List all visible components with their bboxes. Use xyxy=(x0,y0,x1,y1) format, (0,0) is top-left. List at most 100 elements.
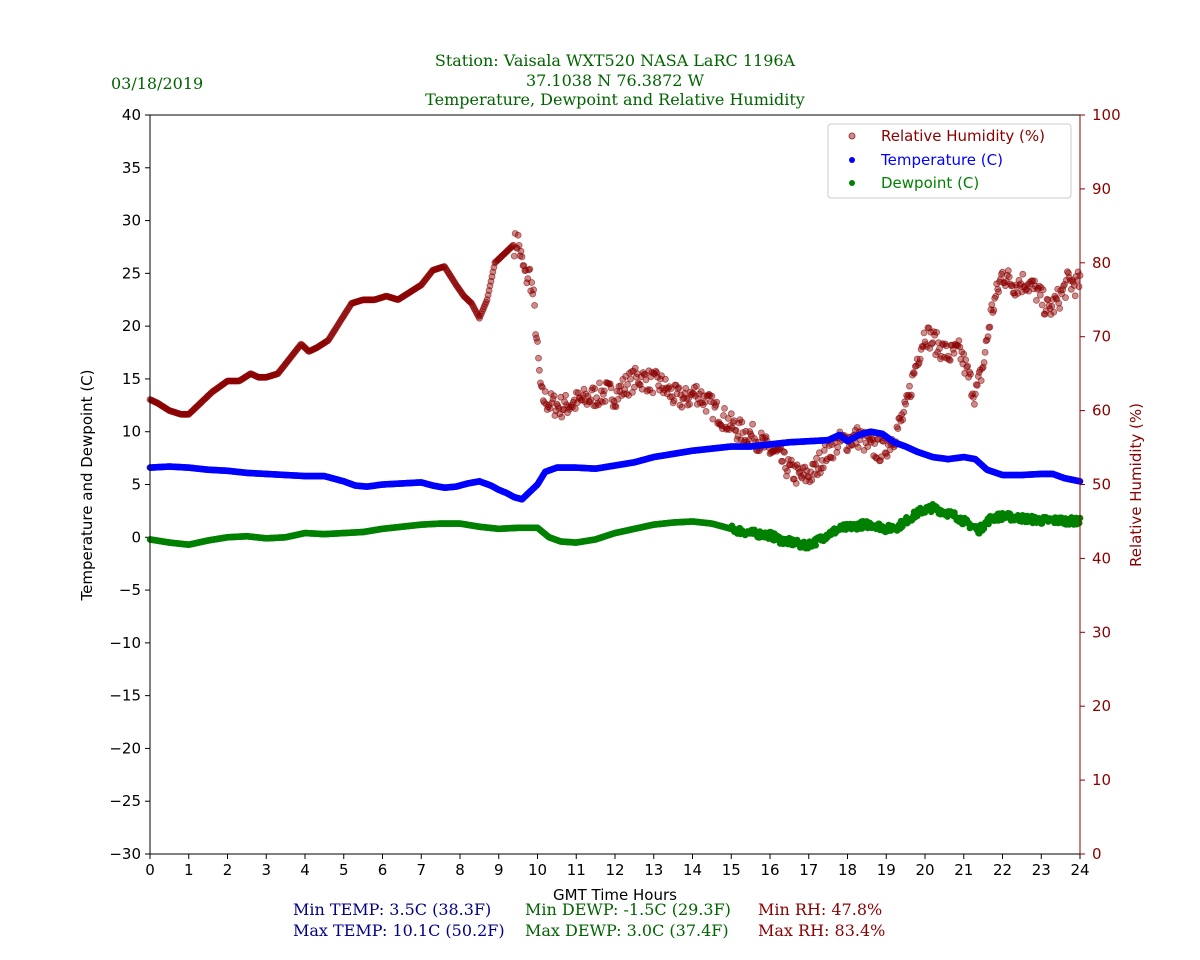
rh-point xyxy=(713,398,721,406)
rh-point xyxy=(518,253,526,261)
y-tick-label-left: −15 xyxy=(109,687,141,705)
rh-point xyxy=(721,404,728,412)
y-tick-label-right: 100 xyxy=(1092,106,1121,124)
rh-point xyxy=(950,349,958,357)
y-tick-label-right: 90 xyxy=(1092,180,1111,198)
temperature-point-series xyxy=(146,428,1084,503)
rh-point xyxy=(990,306,998,314)
rh-point xyxy=(1029,277,1036,285)
rh-point xyxy=(709,415,717,423)
y-tick-label-right: 0 xyxy=(1092,845,1102,863)
rh-point xyxy=(1062,294,1069,302)
rh-point xyxy=(829,454,837,462)
y-tick-label-left: 30 xyxy=(122,212,141,230)
rh-point xyxy=(662,375,669,383)
rh-point xyxy=(977,377,985,385)
rh-point xyxy=(517,247,525,255)
dewpoint-point xyxy=(812,542,819,549)
rh-point xyxy=(627,375,634,383)
x-tick-label: 1 xyxy=(184,861,194,879)
rh-point xyxy=(738,418,746,426)
rh-point xyxy=(571,405,579,413)
x-tick-label: 17 xyxy=(799,861,818,879)
y-tick-label-left: −30 xyxy=(109,845,141,863)
rh-point xyxy=(801,463,809,471)
rh-point xyxy=(558,413,566,421)
x-tick-label: 8 xyxy=(455,861,465,879)
rh-point xyxy=(955,337,963,345)
rh-point xyxy=(1014,289,1022,297)
y-tick-label-left: −5 xyxy=(119,581,141,599)
rh-point xyxy=(686,400,693,408)
rh-point xyxy=(834,443,842,451)
rh-point xyxy=(779,457,786,465)
rh-point xyxy=(538,382,545,390)
tick-layer: 0 1 2 3 4 5 6 7 8 9 10 11 12 13 14 15 16 17 18 19 20 21 22 23 24… xyxy=(109,106,1120,879)
y-tick-label-left: 5 xyxy=(131,476,141,494)
rh-point xyxy=(510,252,518,260)
rh-point xyxy=(550,392,558,400)
y-tick-label-right: 50 xyxy=(1092,476,1111,494)
rh-point xyxy=(631,364,639,372)
plot-area xyxy=(150,115,1080,854)
rh-point xyxy=(1042,307,1050,315)
rh-point xyxy=(515,241,523,249)
x-tick-label: 5 xyxy=(339,861,349,879)
rh-point xyxy=(514,231,522,239)
x-tick-label: 22 xyxy=(993,861,1012,879)
rh-point xyxy=(675,384,683,392)
rh-point xyxy=(906,382,913,390)
stat-max-dewp: Max DEWP: 3.0C (37.4F) xyxy=(525,921,729,940)
rh-point xyxy=(562,391,569,399)
y-axis-label-left: Temperature and Dewpoint (C) xyxy=(78,369,96,601)
rh-point xyxy=(535,354,542,362)
rh-point xyxy=(920,329,928,337)
rh-point xyxy=(600,387,608,395)
rh-point xyxy=(929,339,937,347)
rh-point xyxy=(591,385,599,393)
rh-point xyxy=(962,356,970,364)
rh-point xyxy=(902,400,909,408)
y-tick-label-right: 10 xyxy=(1092,771,1111,789)
chart-title-line2: 37.1038 N 76.3872 W xyxy=(526,71,705,90)
legend-marker-temp xyxy=(849,157,855,163)
y-tick-label-left: 35 xyxy=(122,159,141,177)
y-tick-label-left: 40 xyxy=(122,106,141,124)
rh-point xyxy=(1019,270,1027,278)
rh-point xyxy=(820,446,828,454)
rh-point xyxy=(693,382,700,390)
y-tick-label-left: 20 xyxy=(122,317,141,335)
x-tick-label: 12 xyxy=(605,861,624,879)
rh-point xyxy=(526,265,534,273)
rh-point xyxy=(960,350,968,358)
x-tick-label: 21 xyxy=(954,861,973,879)
x-tick-label: 19 xyxy=(877,861,896,879)
rh-point xyxy=(807,468,815,476)
rh-point xyxy=(624,380,631,388)
rh-point xyxy=(601,397,609,405)
chart-title-line3: Temperature, Dewpoint and Relative Humid… xyxy=(425,90,805,109)
rh-point xyxy=(1033,296,1040,304)
legend-marker-rh xyxy=(848,132,856,140)
x-tick-label: 4 xyxy=(300,861,310,879)
rh-point xyxy=(984,333,992,341)
rh-point xyxy=(819,464,827,472)
rh-point xyxy=(908,391,915,399)
rh-point xyxy=(530,286,537,294)
rh-point xyxy=(986,323,994,331)
x-tick-label: 11 xyxy=(567,861,586,879)
rh-point xyxy=(988,301,996,309)
stat-max-temp: Max TEMP: 10.1C (50.2F) xyxy=(293,921,505,940)
rh-point xyxy=(631,383,638,391)
rh-point xyxy=(1071,292,1079,300)
x-tick-label: 0 xyxy=(145,861,155,879)
rh-point xyxy=(792,479,800,487)
rh-point xyxy=(702,407,710,415)
rh-point xyxy=(541,388,549,395)
rh-point xyxy=(670,397,678,405)
rh-point xyxy=(900,408,908,416)
x-tick-label: 7 xyxy=(416,861,426,879)
rh-point xyxy=(981,348,989,356)
rh-point xyxy=(854,443,862,451)
rh-point xyxy=(587,396,595,404)
